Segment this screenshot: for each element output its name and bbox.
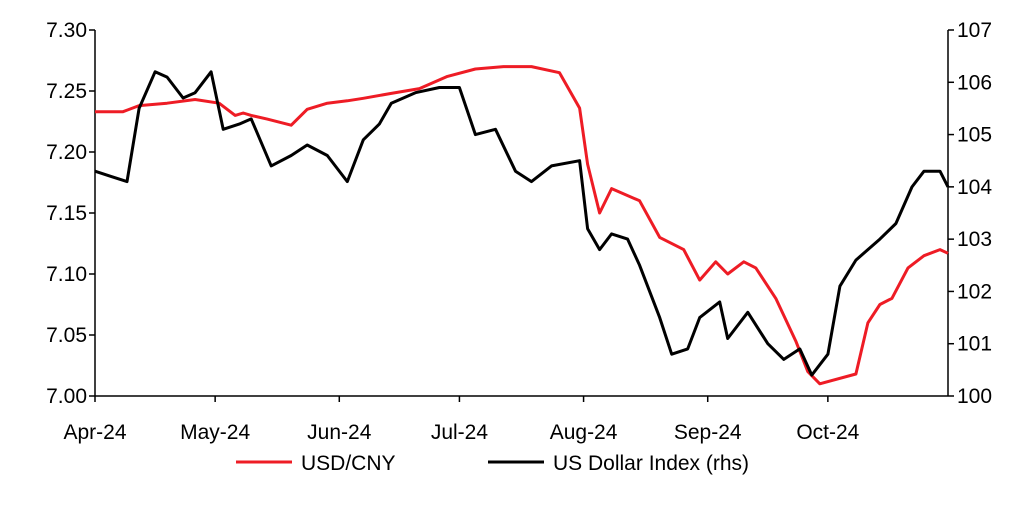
y-left-tick-label: 7.25	[46, 80, 87, 103]
legend-label: USD/CNY	[301, 452, 396, 475]
y-left-tick-label: 7.00	[46, 385, 87, 408]
y-right-tick-label: 106	[957, 71, 992, 94]
series-usd-cny	[94, 65, 949, 386]
y-right-tick-label: 101	[957, 333, 992, 356]
x-tick-label: Apr-24	[63, 421, 126, 444]
y-left-tick-label: 7.05	[46, 324, 87, 347]
y-right-tick-label: 105	[957, 124, 992, 147]
y-right-tick-label: 102	[957, 280, 992, 303]
y-right-tick-label: 107	[957, 19, 992, 42]
series-line	[94, 70, 950, 377]
x-tick-label: Aug-24	[550, 421, 618, 444]
legend-entry: US Dollar Index (rhs)	[488, 452, 749, 475]
series-layer	[94, 65, 950, 386]
y-left-tick-label: 7.10	[46, 263, 87, 286]
y-right-tick-label: 103	[957, 228, 992, 251]
x-tick-label: May-24	[180, 421, 250, 444]
x-tick-label: Sep-24	[674, 421, 742, 444]
x-tick-label: Jul-24	[431, 421, 489, 444]
y-right-tick-label: 100	[957, 385, 992, 408]
axes: 7.00 7.05 7.10 7.15 7.20 7.25 7.30 100 101 102 103…	[46, 19, 992, 444]
x-tick-label: Jun-24	[307, 421, 372, 444]
series-line	[95, 65, 949, 386]
y-right-tick-label: 104	[957, 176, 992, 199]
x-tick-label: Oct-24	[796, 421, 859, 444]
series-us-dollar-index	[94, 70, 950, 377]
legend-entry: USD/CNY	[236, 452, 396, 475]
y-left-tick-label: 7.30	[46, 19, 87, 42]
legend: USD/CNY US Dollar Index (rhs)	[236, 452, 749, 475]
y-left-tick-label: 7.20	[46, 141, 87, 164]
y-left-tick-label: 7.15	[46, 202, 87, 225]
legend-label: US Dollar Index (rhs)	[553, 452, 749, 475]
